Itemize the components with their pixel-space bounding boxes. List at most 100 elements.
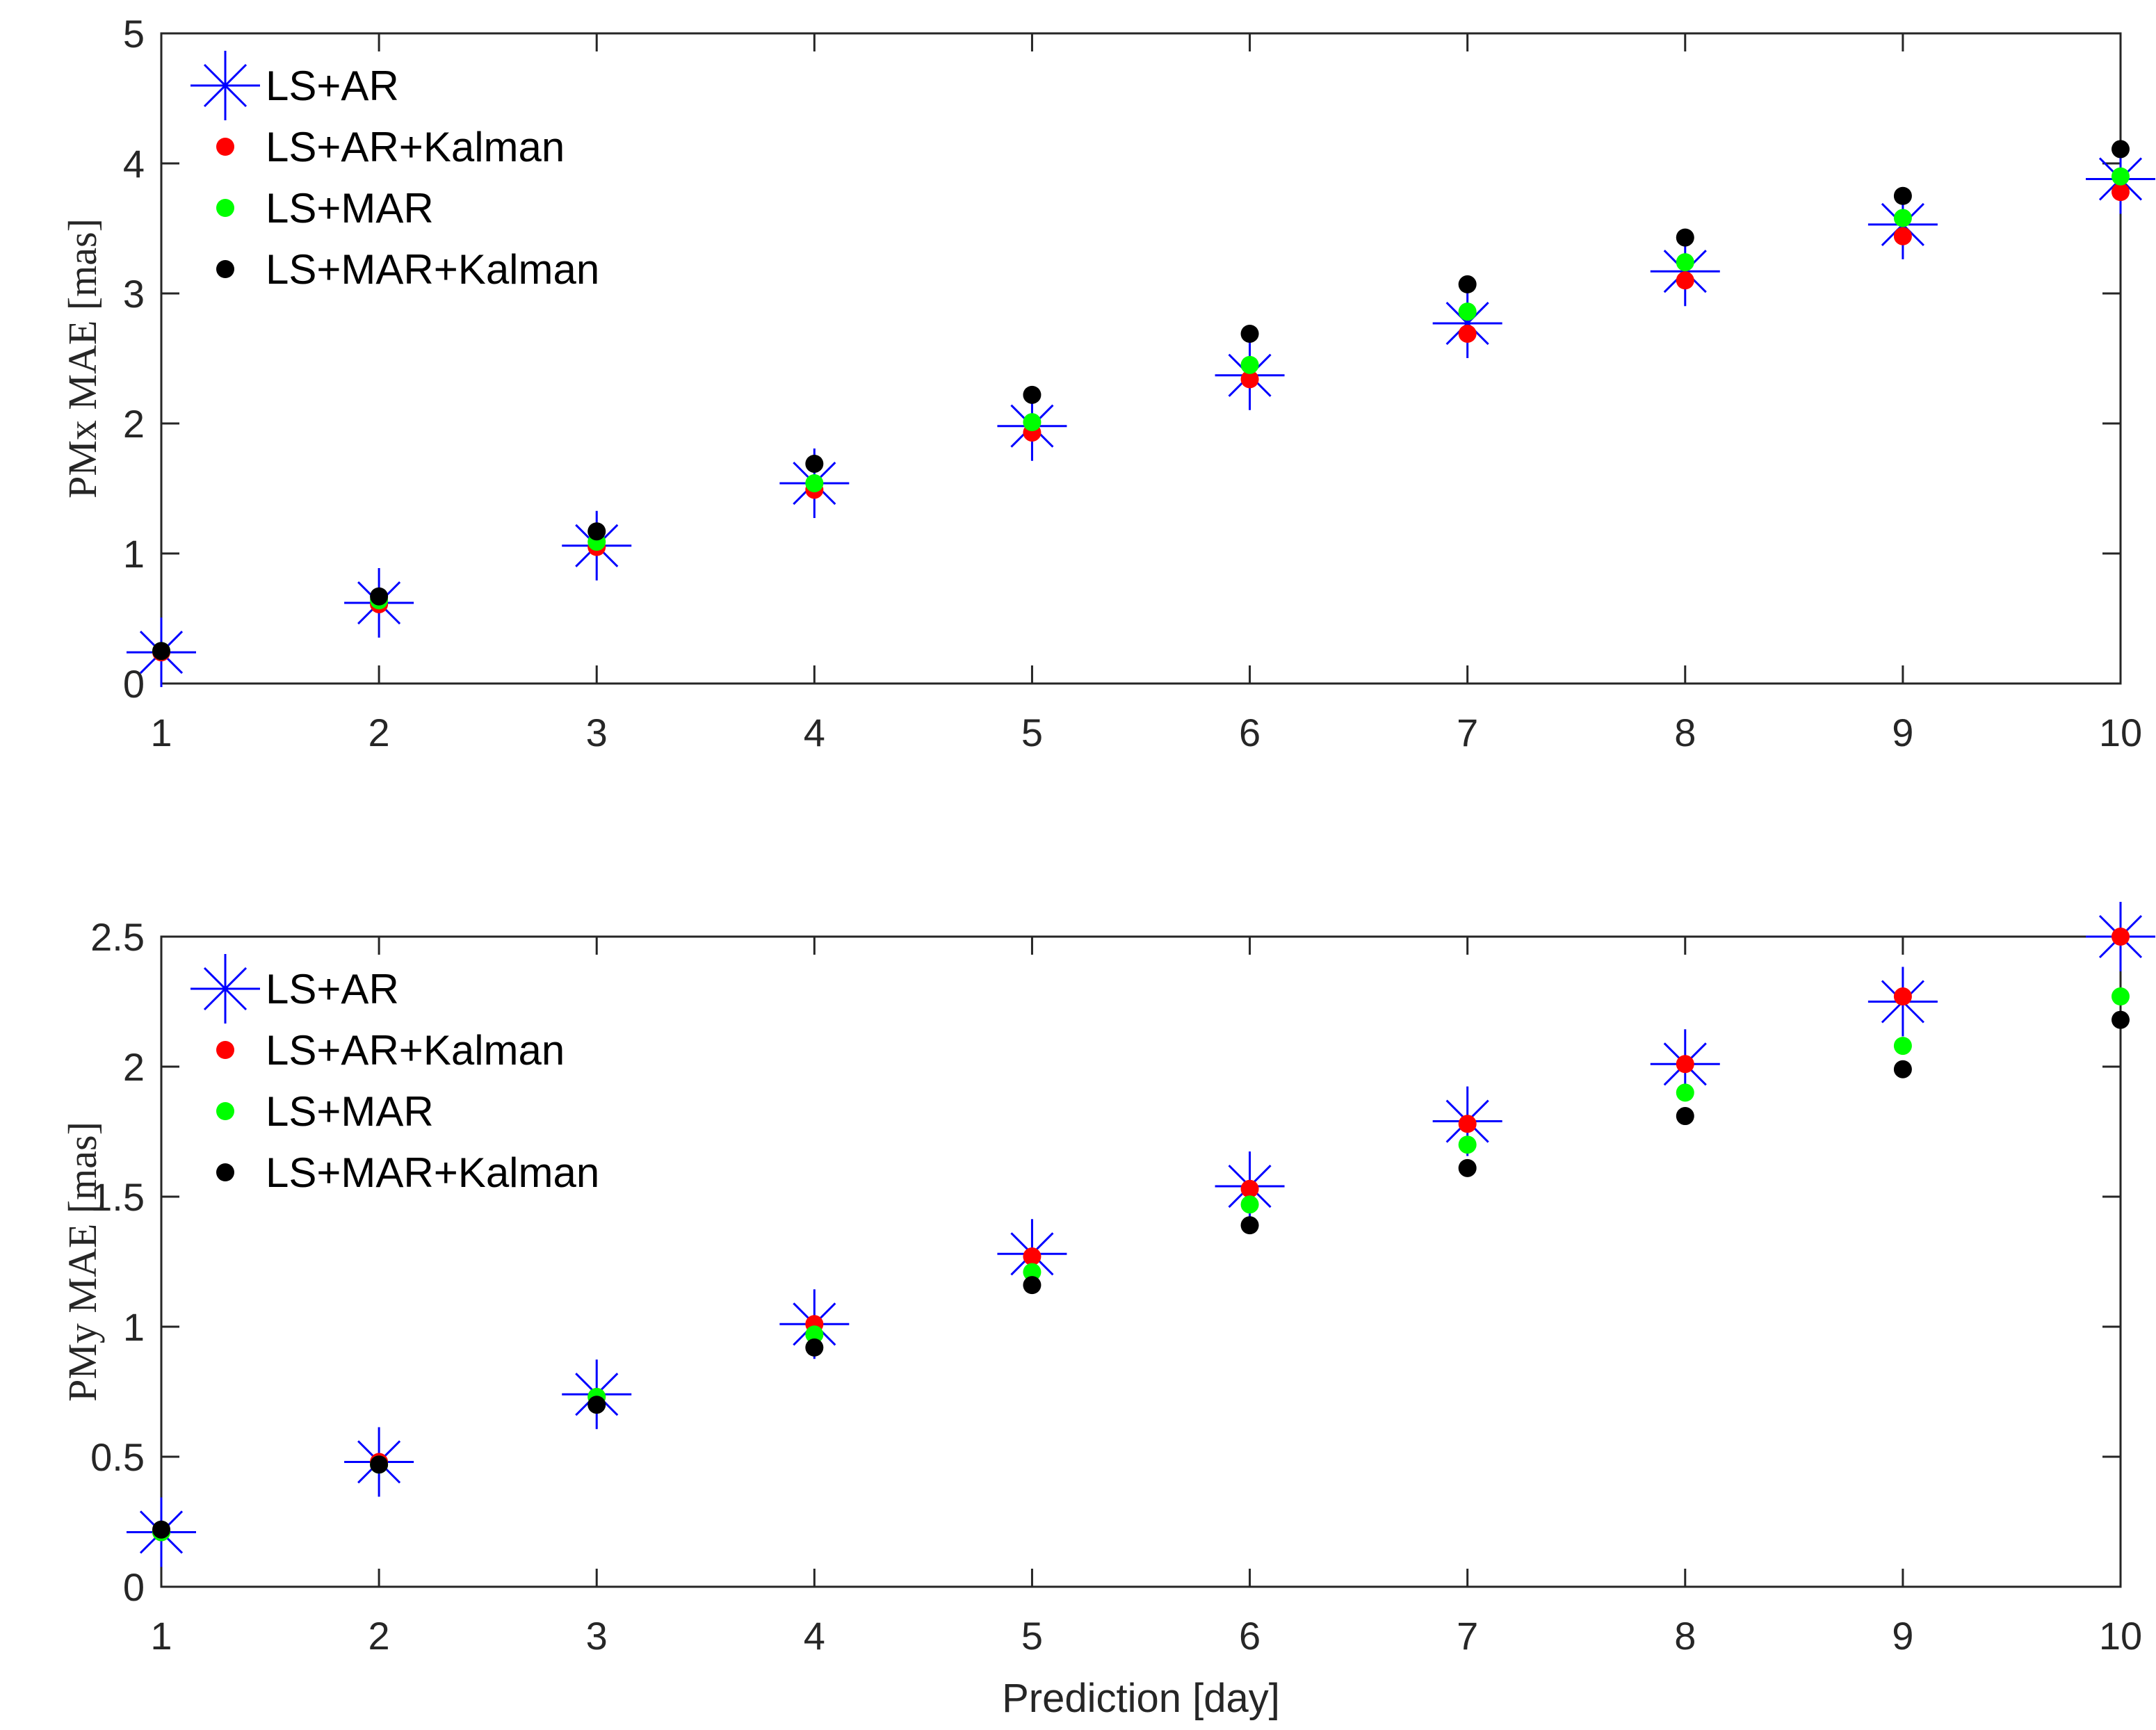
data-point-dot: [1893, 209, 1912, 227]
x-tick-label: 6: [1239, 711, 1261, 754]
legend-asterisk-marker: [191, 954, 260, 1024]
y-tick-label: 1: [123, 532, 145, 576]
data-point-asterisk: [1650, 236, 1720, 307]
legend-dot-marker: [216, 138, 234, 156]
y-tick-label: 0: [123, 662, 145, 706]
legend-item: LS+AR: [191, 51, 399, 120]
legend-item: LS+AR: [191, 954, 399, 1024]
data-point-dot: [805, 1338, 824, 1357]
data-point-dot: [1458, 1115, 1477, 1133]
x-tick-label: 6: [1239, 1614, 1261, 1658]
series-ls-mar-kalman: [152, 140, 2130, 661]
legend: LS+AR LS+AR+Kalman LS+MAR LS+MAR+Kalman: [191, 954, 599, 1196]
data-point-dot: [1023, 1247, 1041, 1266]
x-tick-label: 4: [804, 711, 825, 754]
x-axis-label: Prediction [day]: [1002, 1676, 1280, 1721]
y-tick-label: 2.5: [90, 915, 145, 959]
x-tick-label: 3: [586, 1614, 608, 1658]
data-point-dot: [152, 642, 170, 661]
x-tick-label: 10: [2099, 711, 2142, 754]
x-tick-label: 3: [586, 711, 608, 754]
x-tick-label: 4: [804, 1614, 825, 1658]
x-tick-label: 8: [1674, 1614, 1696, 1658]
x-tick-label: 10: [2099, 1614, 2142, 1658]
data-point-dot: [2112, 167, 2130, 186]
data-point-dot: [1893, 227, 1912, 245]
data-point-dot: [1458, 302, 1477, 321]
legend-label: LS+MAR+Kalman: [266, 246, 599, 293]
data-point-dot: [1240, 1179, 1259, 1198]
y-tick-label: 3: [123, 272, 145, 316]
data-point-dot: [152, 1520, 170, 1539]
x-tick-label: 9: [1892, 711, 1913, 754]
data-point-asterisk: [1432, 289, 1502, 359]
data-point-dot: [1676, 1055, 1694, 1074]
data-point-dot: [1458, 1158, 1477, 1177]
data-point-dot: [370, 587, 389, 606]
data-point-dot: [1458, 324, 1477, 343]
y-tick-label: 0: [123, 1565, 145, 1609]
x-tick-label: 1: [150, 711, 172, 754]
data-point-dot: [1458, 275, 1477, 293]
data-point-dot: [1893, 186, 1912, 205]
y-tick-label: 1: [123, 1305, 145, 1349]
plot-area-frame: [160, 935, 2122, 1588]
series-ls-mar-kalman: [152, 1010, 2130, 1539]
data-point-dot: [1676, 253, 1694, 272]
x-tick-label: 9: [1892, 1614, 1913, 1658]
legend-label: LS+AR: [266, 966, 399, 1012]
legend-dot-marker: [216, 1102, 234, 1120]
legend-label: LS+AR+Kalman: [266, 1027, 565, 1074]
x-tick-label: 7: [1457, 711, 1478, 754]
data-point-dot: [1458, 1135, 1477, 1154]
legend-item: LS+AR+Kalman: [216, 124, 565, 170]
chart-panel-2: 1 2 3 4 5 6 7 8 9 10 0 0.5 1 1.5 2 2.5 PMy MAE [mas] Pred…: [60, 902, 2155, 1721]
data-point-dot: [2112, 987, 2130, 1006]
legend-dot-marker: [216, 199, 234, 217]
legend-item: LS+MAR+Kalman: [216, 246, 599, 293]
x-tick-label: 5: [1021, 1614, 1043, 1658]
y-tick-label: 2: [123, 1045, 145, 1089]
data-point-dot: [1676, 1083, 1694, 1102]
data-point-dot: [587, 522, 606, 541]
legend-item: LS+AR+Kalman: [216, 1027, 565, 1074]
data-point-dot: [2112, 1010, 2130, 1029]
data-point-dot: [2112, 928, 2130, 946]
data-point-dot: [587, 1396, 606, 1414]
data-point-dot: [370, 1455, 389, 1474]
data-point-dot: [1240, 1216, 1259, 1235]
data-point-dot: [1240, 370, 1259, 389]
y-axis-label: PMy MAE [mas]: [60, 1122, 105, 1402]
legend: LS+AR LS+AR+Kalman LS+MAR LS+MAR+Kalman: [191, 51, 599, 293]
data-point-dot: [1676, 271, 1694, 290]
data-point-dot: [805, 1325, 824, 1344]
legend-label: LS+AR+Kalman: [266, 124, 565, 170]
y-tick-label: 2: [123, 402, 145, 446]
x-tick-label: 2: [368, 711, 390, 754]
data-point-dot: [1676, 228, 1694, 247]
data-point-dot: [1023, 413, 1041, 432]
data-point-dot: [1240, 1195, 1259, 1214]
data-point-dot: [805, 454, 824, 473]
data-point-dot: [1676, 1107, 1694, 1126]
plot-area-frame: [160, 32, 2122, 685]
x-tick-label: 1: [150, 1614, 172, 1658]
legend-label: LS+AR: [266, 63, 399, 109]
legend-dot-marker: [216, 1163, 234, 1181]
data-point-dot: [1023, 385, 1041, 404]
data-point-dot: [2112, 140, 2130, 159]
data-point-dot: [1240, 355, 1259, 374]
y-tick-label: 0.5: [90, 1435, 145, 1479]
data-point-dot: [1240, 324, 1259, 343]
x-tick-label: 5: [1021, 711, 1043, 754]
data-point-dot: [805, 474, 824, 493]
y-tick-label: 4: [123, 142, 145, 186]
x-tick-label: 2: [368, 1614, 390, 1658]
data-point-dot: [1023, 1263, 1041, 1282]
y-tick-label: 5: [123, 12, 145, 56]
legend-asterisk-marker: [191, 51, 260, 120]
x-tick-label: 8: [1674, 711, 1696, 754]
data-point-dot: [1893, 1037, 1912, 1056]
legend-label: LS+MAR+Kalman: [266, 1149, 599, 1196]
